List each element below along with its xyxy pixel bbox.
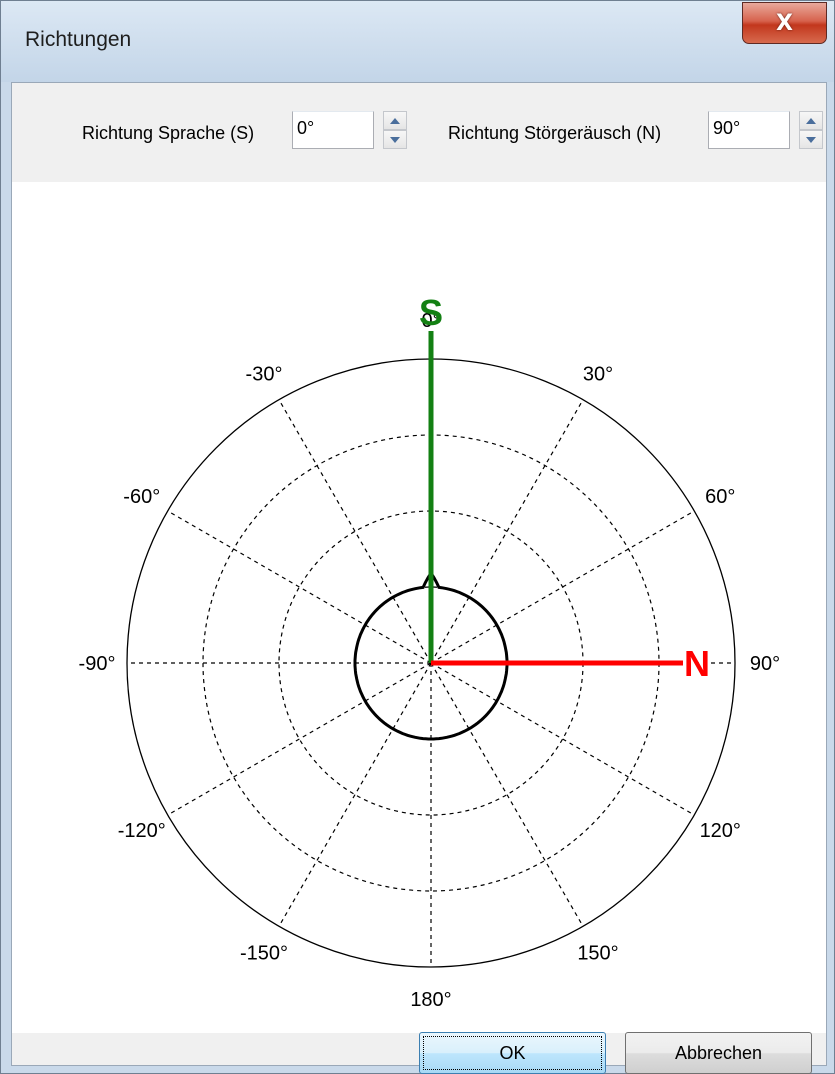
noise-direction-marker: N (684, 643, 710, 684)
polar-grid-spoke (278, 399, 432, 664)
polar-angle-label: 180° (410, 989, 451, 1011)
polar-angle-label: 60° (705, 486, 735, 508)
noise-direction-label: Richtung Störgeräusch (N) (448, 123, 662, 143)
dialog-client-area: Richtung Sprache (S) 0° Richtung Störger… (11, 82, 827, 1066)
polar-grid-spoke (430, 662, 584, 927)
polar-grid-spoke (430, 510, 695, 664)
polar-grid-spoke (167, 662, 432, 816)
polar-direction-plot[interactable]: 0° 30° 60° 90° 120° 150° 180° -150° -120° -90° -60… (12, 182, 828, 1033)
polar-angle-label: 120° (700, 820, 741, 842)
speech-direction-marker: S (419, 292, 443, 333)
polar-angle-label: -90° (79, 653, 116, 675)
polar-grid-spoke (167, 510, 432, 664)
polar-angle-label: 30° (583, 364, 613, 386)
speech-direction-spinner[interactable] (383, 111, 407, 149)
arrow-up-icon (806, 117, 816, 124)
speech-direction-label: Richtung Sprache (S) (82, 123, 255, 143)
noise-spin-down-button[interactable] (799, 130, 823, 149)
speech-spin-down-button[interactable] (383, 130, 407, 149)
polar-angle-label: -30° (246, 364, 283, 386)
polar-angle-label: 0° (421, 310, 440, 332)
noise-spin-up-button[interactable] (799, 111, 823, 130)
polar-grid-spoke (278, 662, 432, 927)
noise-direction-input[interactable]: 90° (708, 111, 790, 149)
ok-button[interactable]: OK (419, 1032, 606, 1074)
window-title: Richtungen (25, 28, 132, 51)
polar-angle-label: -150° (240, 942, 288, 964)
arrow-down-icon (390, 136, 400, 143)
speech-direction-input[interactable]: 0° (292, 111, 374, 149)
polar-grid-spoke (430, 399, 584, 664)
direction-inputs-panel: Richtung Sprache (S) 0° Richtung Störger… (12, 83, 826, 182)
speech-spin-up-button[interactable] (383, 111, 407, 130)
close-icon: X (776, 10, 793, 36)
polar-angle-label: -120° (118, 820, 166, 842)
polar-angle-label: -60° (123, 486, 160, 508)
cancel-button[interactable]: Abbrechen (625, 1032, 812, 1074)
noise-direction-spinner[interactable] (799, 111, 823, 149)
title-bar[interactable]: Richtungen X (1, 1, 834, 82)
polar-angle-label: 150° (577, 942, 618, 964)
close-button[interactable]: X (742, 2, 827, 44)
polar-plot-panel: 0° 30° 60° 90° 120° 150° 180° -150° -120° -90° -60… (12, 182, 826, 1034)
polar-grid-spoke (430, 662, 695, 816)
arrow-down-icon (806, 136, 816, 143)
polar-angle-label: 90° (750, 653, 780, 675)
arrow-up-icon (390, 117, 400, 124)
